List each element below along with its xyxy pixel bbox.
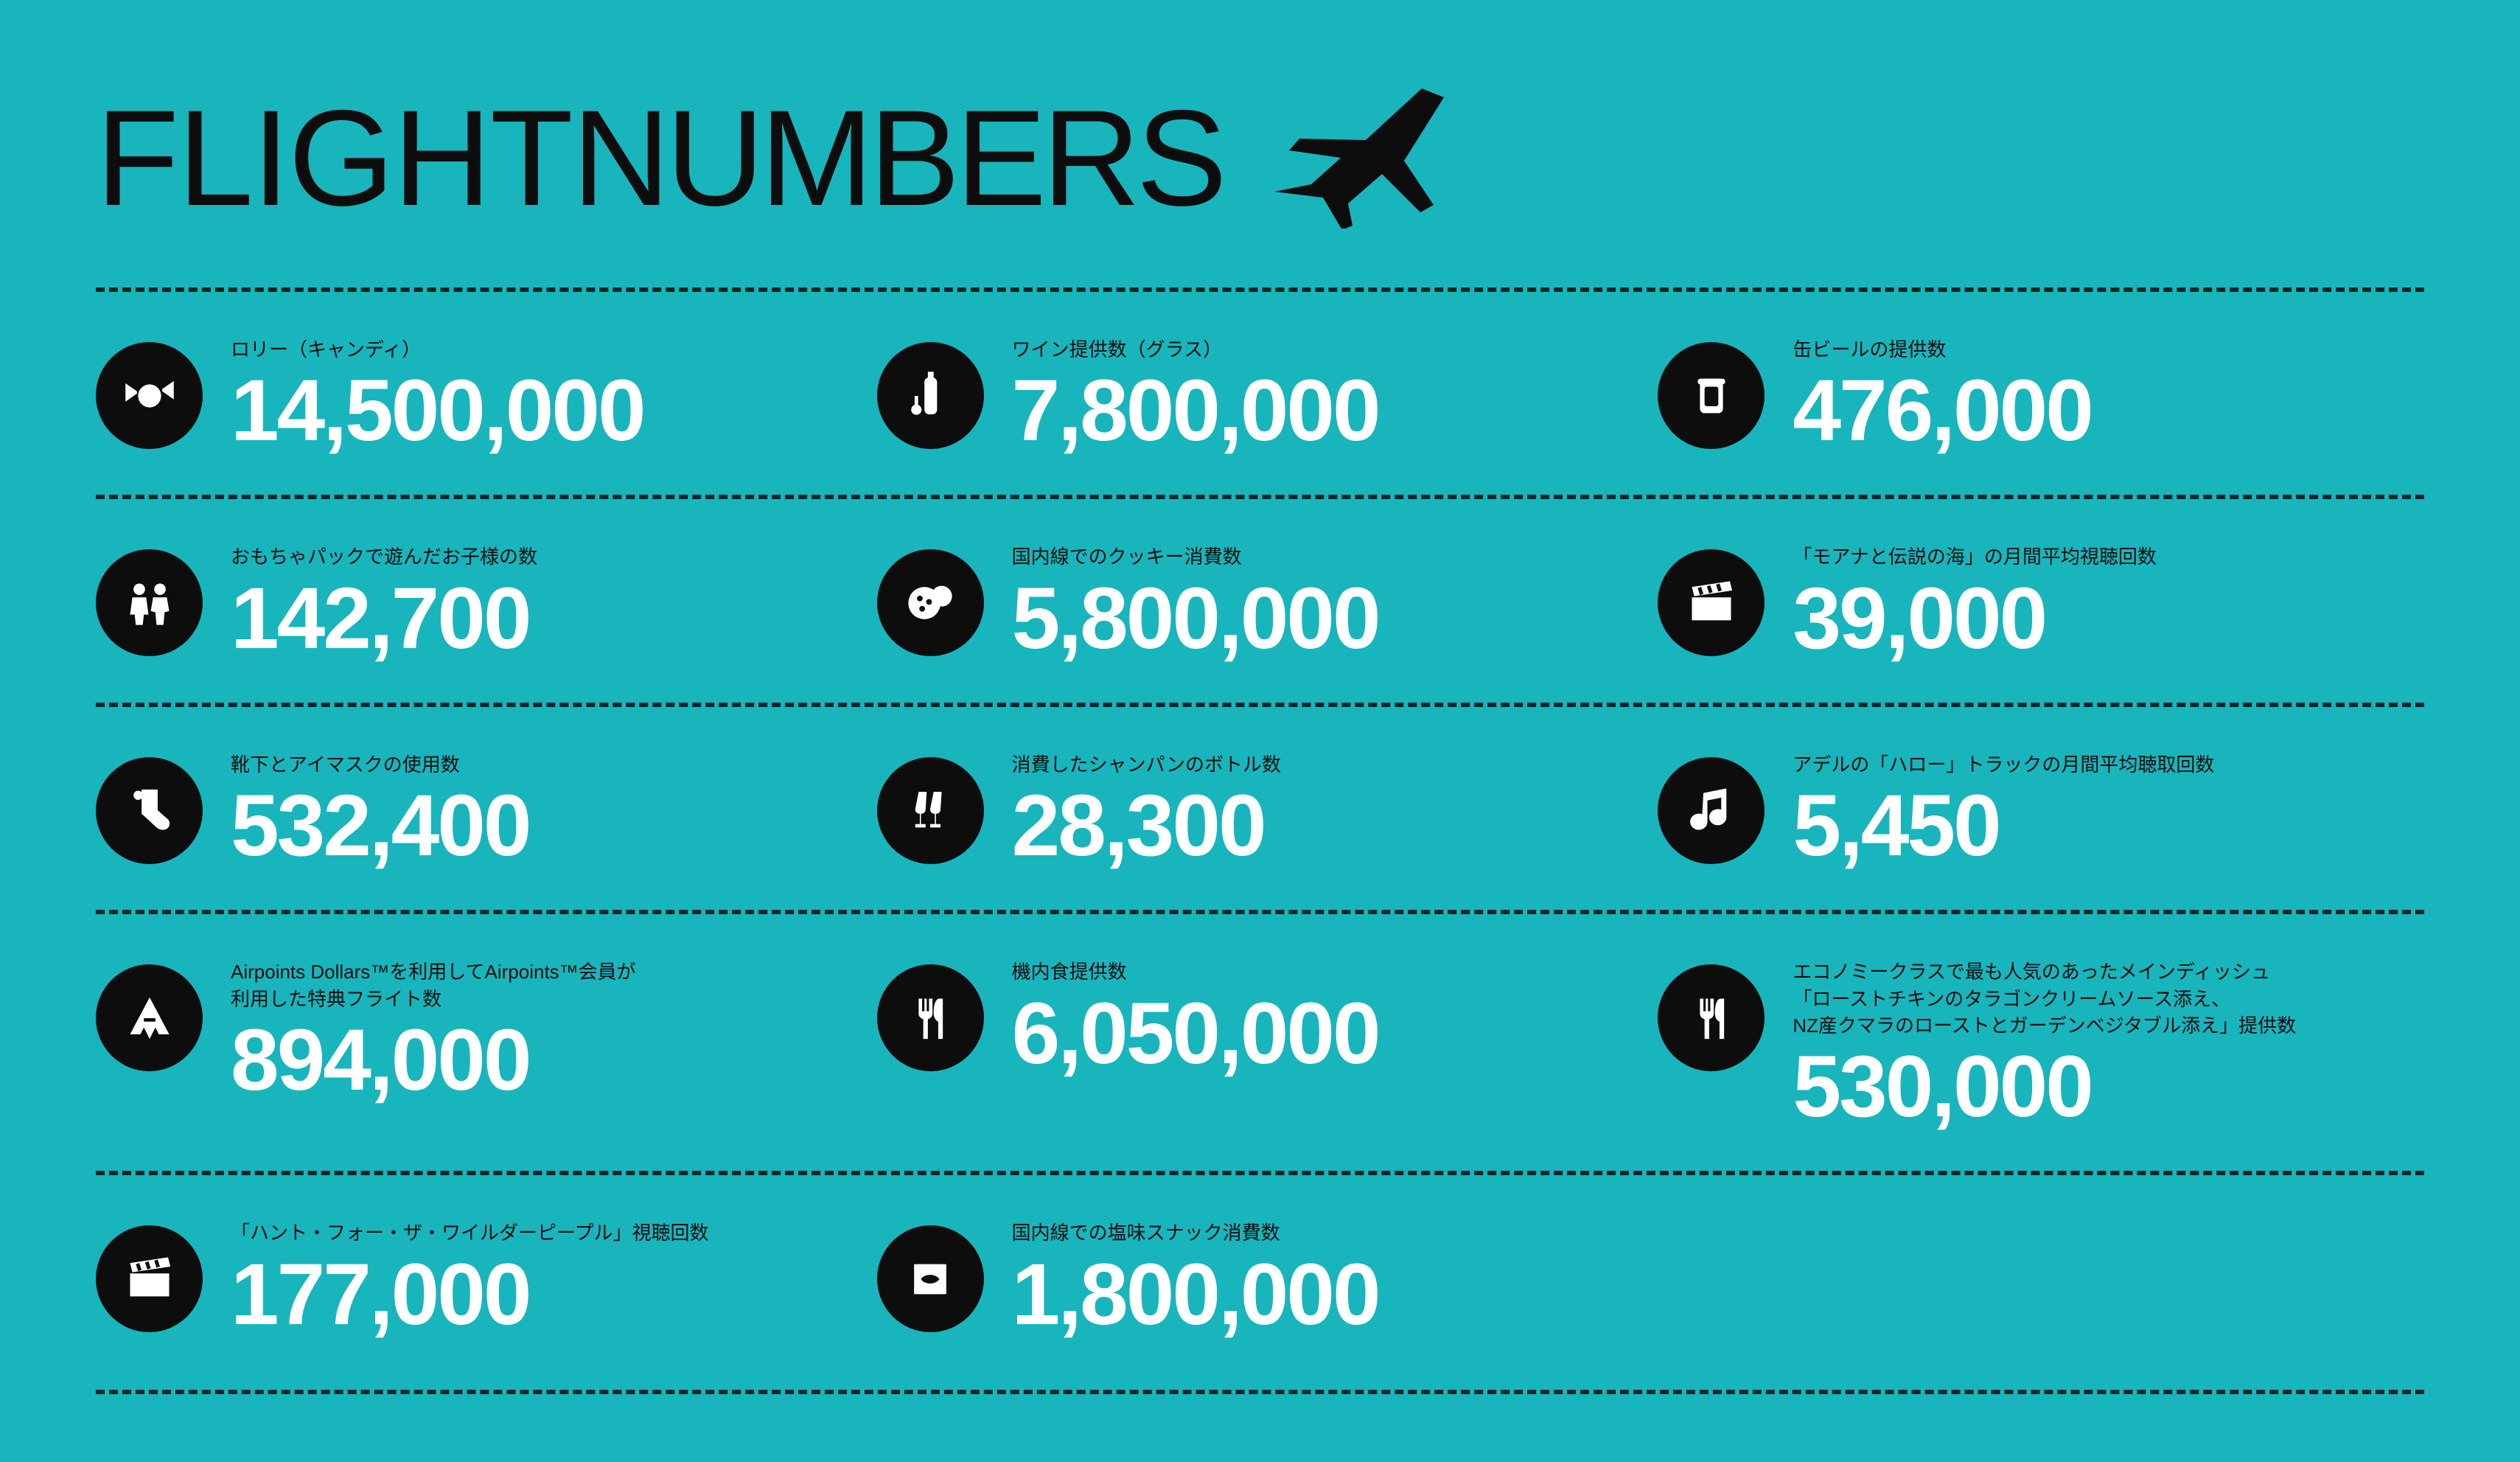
title-part1: FLIGHT <box>96 83 572 234</box>
stat-label: 国内線でのクッキー消費数 <box>1012 543 1379 570</box>
stat-value: 177,000 <box>231 1251 708 1338</box>
stat-text: 「ハント・フォー・ザ・ワイルダーピープル」視聴回数 177,000 <box>231 1219 708 1337</box>
stat-text: ワイン提供数（グラス） 7,800,000 <box>1012 336 1379 454</box>
stats-row: Airpoints Dollars™を利用してAirpoints™会員が 利用し… <box>96 914 2424 1171</box>
stat-text: ロリー（キャンディ） 14,500,000 <box>231 336 644 454</box>
champagne-icon <box>877 757 984 864</box>
stat-music: アデルの「ハロー」トラックの月間平均聴取回数 5,450 <box>1658 751 2424 869</box>
stat-text: おもちゃパックで遊んだお子様の数 142,700 <box>231 543 537 661</box>
stat-label: 「モアナと伝説の海」の月間平均視聴回数 <box>1793 543 2156 570</box>
stat-text: 缶ビールの提供数 476,000 <box>1793 336 2092 454</box>
plane-icon <box>1267 88 1459 229</box>
stat-clapper: 「ハント・フォー・ザ・ワイルダーピープル」視聴回数 177,000 <box>96 1219 862 1337</box>
stat-value: 476,000 <box>1793 367 2092 454</box>
stats-row: ロリー（キャンディ） 14,500,000 ワイン提供数（グラス） 7,800,000… <box>96 292 2424 495</box>
stat-meal: エコノミークラスで最も人気のあったメインディッシュ 「ローストチキンのタラゴンク… <box>1658 958 2424 1130</box>
stat-value: 7,800,000 <box>1012 367 1379 454</box>
stat-clapper: 「モアナと伝説の海」の月間平均視聴回数 39,000 <box>1658 543 2424 661</box>
stat-value: 14,500,000 <box>231 367 644 454</box>
stats-row: 「ハント・フォー・ザ・ワイルダーピープル」視聴回数 177,000 国内線での塩味ス… <box>96 1175 2424 1389</box>
stat-text: Airpoints Dollars™を利用してAirpoints™会員が 利用し… <box>231 958 636 1104</box>
stat-value: 894,000 <box>231 1017 636 1104</box>
stat-value: 1,800,000 <box>1012 1251 1379 1338</box>
music-icon <box>1658 757 1765 864</box>
stat-text: 機内食提供数 6,050,000 <box>1012 958 1379 1076</box>
stat-text: 「モアナと伝説の海」の月間平均視聴回数 39,000 <box>1793 543 2156 661</box>
stat-text: アデルの「ハロー」トラックの月間平均聴取回数 5,450 <box>1793 751 2214 869</box>
stat-text: 靴下とアイマスクの使用数 532,400 <box>231 751 530 869</box>
stat-label: ロリー（キャンディ） <box>231 336 644 363</box>
stat-champagne: 消費したシャンパンのボトル数 28,300 <box>877 751 1644 869</box>
meal-icon <box>877 964 984 1071</box>
can-icon <box>1658 342 1765 449</box>
stat-label: 機内食提供数 <box>1012 958 1379 985</box>
stat-value: 530,000 <box>1793 1043 2296 1130</box>
stat-wine: ワイン提供数（グラス） 7,800,000 <box>877 336 1644 454</box>
page-title: FLIGHTNUMBERS <box>96 91 1223 227</box>
stat-text: 国内線でのクッキー消費数 5,800,000 <box>1012 543 1379 661</box>
stats-grid: ロリー（キャンディ） 14,500,000 ワイン提供数（グラス） 7,800,000… <box>96 292 2424 1394</box>
stat-label: 「ハント・フォー・ザ・ワイルダーピープル」視聴回数 <box>231 1219 708 1246</box>
stat-label: エコノミークラスで最も人気のあったメインディッシュ 「ローストチキンのタラゴンク… <box>1793 958 2296 1039</box>
title-part2: NUMBERS <box>572 83 1223 234</box>
snack-icon <box>877 1225 984 1332</box>
wine-icon <box>877 342 984 449</box>
clapper-icon <box>96 1225 203 1332</box>
stat-value: 39,000 <box>1793 575 2156 662</box>
stat-label: ワイン提供数（グラス） <box>1012 336 1379 363</box>
stat-text: エコノミークラスで最も人気のあったメインディッシュ 「ローストチキンのタラゴンク… <box>1793 958 2296 1130</box>
divider <box>96 703 2424 707</box>
stat-value: 5,450 <box>1793 782 2214 869</box>
stat-value: 532,400 <box>231 782 530 869</box>
stat-can: 缶ビールの提供数 476,000 <box>1658 336 2424 454</box>
stat-kids: おもちゃパックで遊んだお子様の数 142,700 <box>96 543 862 661</box>
stat-text: 消費したシャンパンのボトル数 28,300 <box>1012 751 1281 869</box>
stat-value: 28,300 <box>1012 782 1281 869</box>
kids-icon <box>96 549 203 656</box>
stat-label: アデルの「ハロー」トラックの月間平均聴取回数 <box>1793 751 2214 778</box>
stats-row: 靴下とアイマスクの使用数 532,400 消費したシャンパンのボトル数 28,300 ア… <box>96 707 2424 910</box>
airpoints-icon <box>96 964 203 1071</box>
stat-label: 消費したシャンパンのボトル数 <box>1012 751 1281 778</box>
candy-icon <box>96 342 203 449</box>
stat-label: Airpoints Dollars™を利用してAirpoints™会員が 利用し… <box>231 958 636 1012</box>
stat-text: 国内線での塩味スナック消費数 1,800,000 <box>1012 1219 1379 1337</box>
stat-candy: ロリー（キャンディ） 14,500,000 <box>96 336 862 454</box>
stat-cookie: 国内線でのクッキー消費数 5,800,000 <box>877 543 1644 661</box>
divider <box>96 1171 2424 1175</box>
stat-value: 5,800,000 <box>1012 575 1379 662</box>
divider <box>96 495 2424 499</box>
stat-snack: 国内線での塩味スナック消費数 1,800,000 <box>877 1219 1644 1337</box>
title-row: FLIGHTNUMBERS <box>96 88 2424 229</box>
divider <box>96 1390 2424 1394</box>
cookie-icon <box>877 549 984 656</box>
stat-label: 缶ビールの提供数 <box>1793 336 2092 363</box>
stat-label: 国内線での塩味スナック消費数 <box>1012 1219 1379 1246</box>
stat-label: 靴下とアイマスクの使用数 <box>231 751 530 778</box>
stat-sock: 靴下とアイマスクの使用数 532,400 <box>96 751 862 869</box>
divider <box>96 288 2424 292</box>
divider <box>96 910 2424 914</box>
meal-icon <box>1658 964 1765 1071</box>
clapper-icon <box>1658 549 1765 656</box>
stat-value: 6,050,000 <box>1012 990 1379 1077</box>
stats-row: おもちゃパックで遊んだお子様の数 142,700 国内線でのクッキー消費数 5,800… <box>96 499 2424 702</box>
stat-label: おもちゃパックで遊んだお子様の数 <box>231 543 537 570</box>
stat-meal: 機内食提供数 6,050,000 <box>877 958 1644 1076</box>
sock-icon <box>96 757 203 864</box>
stat-airpoints: Airpoints Dollars™を利用してAirpoints™会員が 利用し… <box>96 958 862 1104</box>
stat-value: 142,700 <box>231 575 537 662</box>
